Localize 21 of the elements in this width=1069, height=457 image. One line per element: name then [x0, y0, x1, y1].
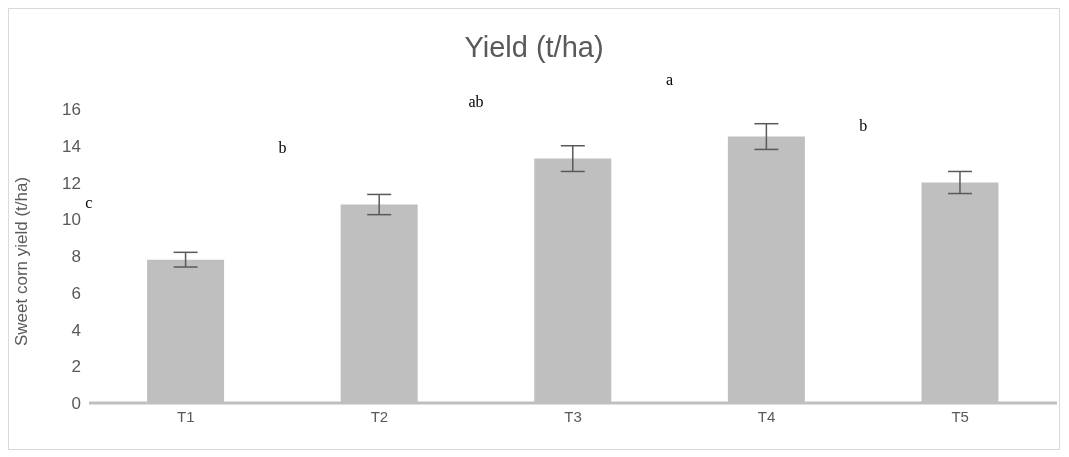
y-tick-label: 6 [71, 283, 81, 303]
annotation: b [278, 138, 287, 156]
x-tick-label: T4 [757, 407, 776, 425]
y-tick-label: 10 [62, 210, 81, 230]
y-tick-label: 14 [62, 136, 81, 156]
x-tick-label: T5 [951, 407, 969, 425]
y-tick-label: 16 [62, 100, 81, 120]
y-tick-label: 0 [71, 394, 81, 414]
y-tick-label: 2 [71, 357, 81, 377]
annotation: c [85, 193, 93, 211]
y-tick-label: 8 [71, 247, 81, 267]
y-axis-title: Sweet corn yield (t/ha) [12, 176, 32, 346]
x-tick-label: T2 [370, 407, 389, 425]
chart-title: Yield (t/ha) [463, 31, 605, 64]
y-tick-label: 12 [62, 173, 81, 193]
text: a [666, 70, 674, 88]
annotation: b [859, 116, 868, 134]
x-tick-label: T1 [177, 407, 195, 425]
annotation: ab [468, 92, 484, 110]
x-tick-label: T3 [564, 407, 582, 425]
y-tick-label: 4 [71, 320, 81, 340]
